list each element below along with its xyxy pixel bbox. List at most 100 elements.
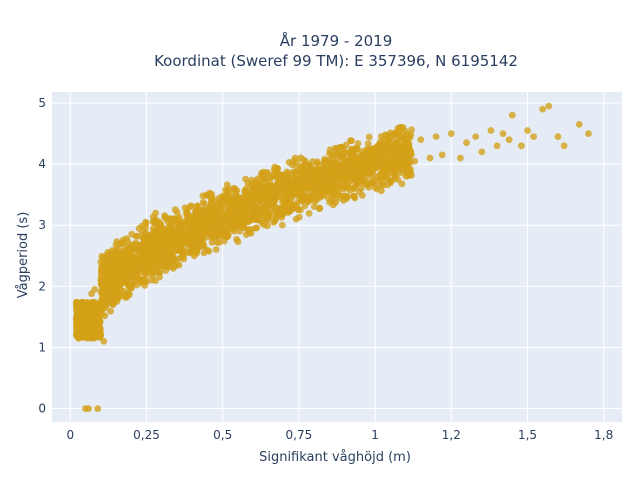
data-point-27 xyxy=(152,209,160,217)
data-point-2 xyxy=(94,405,102,412)
cloud-point xyxy=(370,179,377,187)
cloud-point xyxy=(214,231,222,239)
cloud-point xyxy=(196,219,204,227)
cloud-point xyxy=(294,197,302,205)
cloud-point xyxy=(269,203,276,211)
cloud-point xyxy=(349,156,357,163)
cloud-point xyxy=(116,290,123,298)
cloud-point xyxy=(197,211,205,219)
data-point-42 xyxy=(295,191,303,199)
data-point-31 xyxy=(194,237,202,244)
data-point-78 xyxy=(585,130,592,138)
chart-title-line-2: Koordinat (Sweref 99 TM): E 357396, N 61… xyxy=(154,52,518,70)
cloud-point xyxy=(180,250,188,257)
cloud-point xyxy=(370,159,378,166)
cloud-point xyxy=(297,173,305,181)
cloud-point xyxy=(207,195,215,203)
cloud-point xyxy=(221,212,229,219)
cloud-point xyxy=(336,144,344,151)
cloud-point xyxy=(339,149,347,157)
data-point-67 xyxy=(499,130,507,138)
cloud-point xyxy=(357,185,365,193)
data-point-9 xyxy=(97,331,105,339)
cloud-point xyxy=(401,134,408,142)
data-point-73 xyxy=(539,105,547,113)
data-point-17 xyxy=(118,240,126,248)
y-axis-ticks: 0 1 2 3 4 5 xyxy=(38,96,46,416)
x-tick-label-7: 1,8 xyxy=(594,428,613,442)
cloud-point xyxy=(95,324,103,332)
cloud-point xyxy=(278,221,286,229)
cloud-point xyxy=(254,175,262,183)
data-point-1 xyxy=(85,405,92,412)
cloud-point xyxy=(213,225,221,233)
y-axis-title: Vågperiod (s) xyxy=(16,212,31,299)
data-point-71 xyxy=(524,127,531,134)
cloud-point xyxy=(362,180,370,188)
cloud-point xyxy=(119,259,127,267)
cloud-point xyxy=(142,272,150,280)
cloud-point xyxy=(300,182,308,190)
data-point-22 xyxy=(143,264,150,272)
cloud-point xyxy=(89,333,96,341)
x-tick-label-6: 1,5 xyxy=(518,428,537,442)
cloud-point xyxy=(245,228,253,236)
cloud-point xyxy=(157,220,165,228)
y-tick-label-5: 5 xyxy=(38,96,46,110)
data-point-8 xyxy=(91,319,99,327)
cloud-point xyxy=(310,203,318,211)
cloud-point xyxy=(353,146,361,154)
data-point-40 xyxy=(274,179,281,186)
cloud-point xyxy=(329,201,337,209)
data-point-75 xyxy=(554,133,562,141)
cloud-point xyxy=(345,160,353,168)
data-point-36 xyxy=(234,203,242,211)
cloud-point xyxy=(374,173,382,181)
data-point-25 xyxy=(127,246,135,254)
cloud-point xyxy=(103,284,111,292)
cloud-point xyxy=(352,168,360,176)
y-tick-label-2: 2 xyxy=(38,279,46,293)
cloud-point xyxy=(118,251,126,259)
cloud-point xyxy=(137,256,145,264)
cloud-point xyxy=(122,278,129,286)
cloud-point xyxy=(305,210,313,217)
cloud-point xyxy=(73,308,81,316)
cloud-point xyxy=(382,131,389,139)
cloud-point xyxy=(302,158,309,165)
cloud-point xyxy=(138,248,145,256)
data-point-20 xyxy=(127,282,135,290)
cloud-point xyxy=(112,241,120,249)
cloud-point xyxy=(393,139,401,147)
cloud-point xyxy=(93,304,101,312)
data-point-44 xyxy=(310,166,318,174)
cloud-point xyxy=(317,193,324,201)
cloud-point xyxy=(96,299,104,306)
cloud-point xyxy=(188,217,195,225)
cloud-point xyxy=(330,191,338,199)
cloud-point xyxy=(391,175,399,182)
data-point-48 xyxy=(356,160,364,168)
data-point-19 xyxy=(121,293,129,301)
cloud-point xyxy=(365,133,373,141)
cloud-point xyxy=(343,195,350,203)
cloud-point xyxy=(164,262,172,270)
cloud-point xyxy=(240,218,248,225)
cloud-point xyxy=(100,260,108,267)
data-point-45 xyxy=(326,179,333,186)
x-tick-label-2: 0,5 xyxy=(213,428,232,442)
data-point-63 xyxy=(472,133,480,141)
y-tick-label-3: 3 xyxy=(38,218,46,232)
cloud-point xyxy=(330,165,337,173)
data-point-52 xyxy=(386,148,394,156)
cloud-point xyxy=(226,197,233,204)
data-point-5 xyxy=(79,318,86,326)
cloud-point xyxy=(152,277,159,284)
cloud-point xyxy=(360,155,368,163)
data-point-3 xyxy=(73,330,80,338)
data-point-66 xyxy=(493,142,501,150)
cloud-point xyxy=(135,225,143,232)
cloud-point xyxy=(168,257,176,265)
